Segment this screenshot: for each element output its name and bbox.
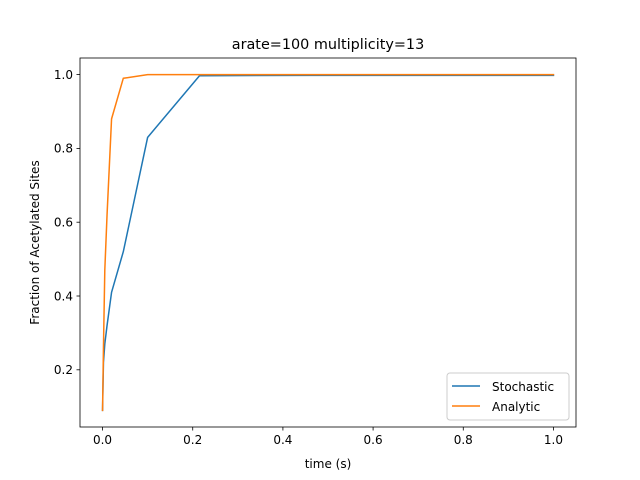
- series-line-stochastic: [101, 74, 555, 412]
- series-line-analytic: [101, 73, 555, 412]
- x-tick-label: 0.0: [93, 433, 112, 447]
- x-axis-ticks: 0.0 0.2 0.4 0.6 0.8 1.0: [93, 427, 563, 447]
- x-tick-label: 0.4: [273, 433, 292, 447]
- legend: Stochastic Analytic: [446, 372, 570, 421]
- y-tick-label: 0.8: [54, 142, 73, 156]
- x-tick-label: 0.8: [454, 433, 473, 447]
- x-tick-label: 1.0: [544, 433, 563, 447]
- x-axis-label: time (s): [305, 457, 352, 471]
- legend-box: [446, 372, 570, 421]
- chart-title: arate=100 multiplicity=13: [232, 37, 425, 53]
- x-tick-label: 0.6: [364, 433, 383, 447]
- x-tick-label: 0.2: [183, 433, 202, 447]
- y-tick-label: 0.4: [54, 289, 73, 303]
- y-tick-label: 0.2: [54, 363, 73, 377]
- plot-frame: [79, 57, 577, 428]
- y-axis-ticks: 0.2 0.4 0.6 0.8 1.0: [54, 68, 80, 377]
- y-tick-label: 1.0: [54, 68, 73, 82]
- y-axis-label: Fraction of Acetylated Sites: [28, 160, 42, 324]
- legend-label-analytic: Analytic: [492, 400, 540, 414]
- legend-label-stochastic: Stochastic: [492, 380, 554, 394]
- series-layer: [101, 73, 555, 412]
- y-tick-label: 0.6: [54, 216, 73, 230]
